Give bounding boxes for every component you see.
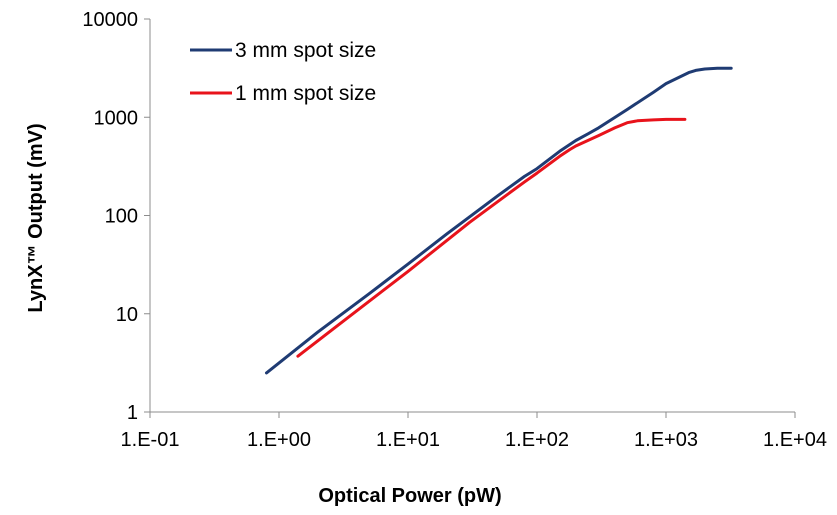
plot-lines [265,66,733,375]
y-tick-label: 100 [105,206,138,228]
series-line-3mm [265,66,733,375]
x-tick-label: 1.E+03 [634,429,698,451]
y-tick-label: 10 [116,304,138,326]
y-axis-title: LynX™ Output (mV) [25,123,47,312]
x-tick-label: 1.E-01 [121,429,180,451]
series-line-1mm [296,117,687,358]
x-axis: 1.E-01 1.E+00 1.E+01 1.E+02 1.E+03 1.E+04 [121,411,827,451]
legend: 3 mm spot size 1 mm spot size [190,39,376,105]
legend-label: 3 mm spot size [235,39,376,62]
legend-label: 1 mm spot size [235,82,376,105]
x-axis-title: Optical Power (pW) [318,485,501,507]
y-tick-label: 1 [127,402,138,424]
y-axis: 1 10 100 1000 10000 [82,9,151,424]
x-tick-label: 1.E+02 [505,429,569,451]
x-tick-label: 1.E+04 [763,429,827,451]
y-tick-label: 10000 [82,9,138,31]
x-tick-label: 1.E+00 [247,429,311,451]
x-tick-label: 1.E+01 [376,429,440,451]
y-tick-label: 1000 [94,107,139,129]
